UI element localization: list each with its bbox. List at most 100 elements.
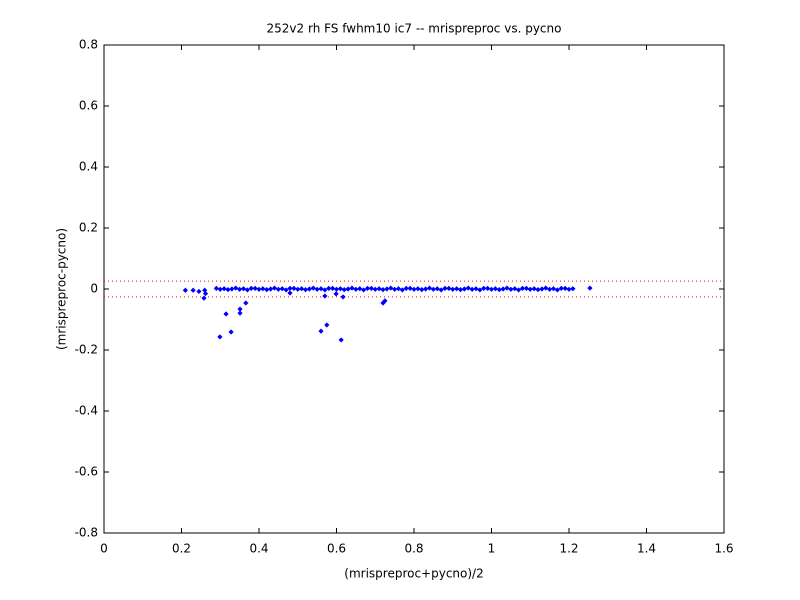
point	[587, 285, 593, 291]
point	[237, 306, 243, 312]
point	[554, 287, 560, 293]
point	[229, 286, 235, 292]
point	[225, 287, 231, 293]
point	[338, 337, 344, 343]
y-tick-label: -0.4	[75, 404, 98, 418]
point	[275, 286, 281, 292]
point	[516, 287, 522, 293]
point	[384, 286, 390, 292]
point	[558, 285, 564, 291]
point	[260, 286, 266, 292]
point	[469, 286, 475, 292]
point	[465, 285, 471, 291]
point	[299, 286, 305, 292]
point	[279, 286, 285, 292]
y-tick-label: 0.6	[79, 99, 98, 113]
point	[527, 286, 533, 292]
point	[202, 287, 208, 293]
point	[403, 285, 409, 291]
x-tick-label: 1.2	[559, 542, 578, 556]
point	[310, 285, 316, 291]
point	[415, 286, 421, 292]
point	[380, 300, 386, 306]
point	[322, 287, 328, 293]
x-tick-label: 1	[488, 542, 496, 556]
y-tick-label: -0.6	[75, 465, 98, 479]
point	[291, 285, 297, 291]
point	[318, 328, 324, 334]
x-tick-label: 1.6	[714, 542, 733, 556]
point	[361, 287, 367, 293]
point	[550, 286, 557, 292]
point	[372, 286, 378, 292]
point	[434, 286, 440, 292]
point	[201, 295, 207, 301]
point	[283, 287, 289, 293]
point	[287, 285, 293, 291]
point	[217, 286, 223, 292]
point	[395, 286, 402, 292]
y-tick-label: 0.8	[79, 38, 98, 52]
point	[333, 291, 339, 297]
y-tick-label: -0.2	[75, 343, 98, 357]
point	[326, 285, 332, 291]
point	[268, 286, 274, 292]
point	[341, 287, 347, 293]
point	[264, 287, 270, 293]
point	[473, 286, 479, 292]
point	[324, 322, 330, 328]
x-axis-label: (mrispreproc+pycno)/2	[344, 567, 483, 581]
point	[287, 290, 293, 296]
point	[411, 286, 417, 292]
point	[477, 287, 483, 293]
point	[496, 287, 502, 293]
x-tick-label: 0.2	[172, 542, 191, 556]
point	[461, 286, 467, 292]
x-tick-label: 0	[100, 542, 108, 556]
point	[228, 329, 234, 335]
y-tick-label: 0.2	[79, 221, 98, 235]
point	[314, 286, 320, 292]
point	[202, 290, 209, 297]
point	[419, 287, 425, 293]
point	[442, 285, 448, 291]
point	[500, 286, 506, 292]
point	[330, 285, 336, 291]
x-tick-label: 0.6	[327, 542, 346, 556]
point	[407, 285, 413, 291]
y-tick-label: -0.8	[75, 526, 98, 540]
point	[318, 286, 324, 292]
point	[488, 286, 495, 292]
point	[252, 285, 258, 291]
point	[357, 286, 363, 292]
point	[349, 285, 355, 291]
point	[430, 286, 436, 292]
point	[457, 287, 464, 293]
point	[388, 285, 394, 291]
point	[223, 311, 229, 317]
point	[481, 285, 487, 291]
point	[454, 286, 460, 292]
point	[244, 287, 250, 293]
point	[295, 286, 301, 292]
point	[512, 286, 518, 292]
point	[570, 286, 576, 292]
point	[256, 286, 262, 292]
point	[446, 285, 452, 291]
point	[353, 286, 359, 292]
point	[237, 310, 243, 316]
x-tick-label: 0.8	[404, 542, 423, 556]
point	[519, 285, 526, 291]
y-axis-label: (mrispreproc-pycno)	[55, 228, 69, 350]
point	[423, 286, 429, 292]
point	[492, 286, 498, 292]
point	[380, 287, 386, 293]
point	[240, 286, 247, 292]
point	[337, 286, 343, 292]
point	[539, 286, 545, 292]
point	[248, 285, 254, 291]
point	[243, 300, 249, 306]
point	[340, 294, 346, 300]
point	[547, 286, 553, 292]
